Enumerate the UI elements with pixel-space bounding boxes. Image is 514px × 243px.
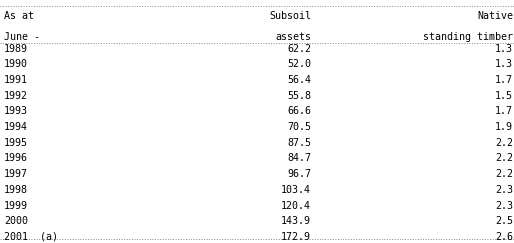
Text: 2.2: 2.2: [495, 169, 513, 179]
Text: 1.3: 1.3: [495, 59, 513, 69]
Text: 1991: 1991: [4, 75, 28, 85]
Text: 62.2: 62.2: [287, 43, 311, 54]
Text: 143.9: 143.9: [281, 216, 311, 226]
Text: 2.6: 2.6: [495, 232, 513, 242]
Text: 1997: 1997: [4, 169, 28, 179]
Text: 2.2: 2.2: [495, 154, 513, 164]
Text: 66.6: 66.6: [287, 106, 311, 116]
Text: 2.3: 2.3: [495, 185, 513, 195]
Text: 84.7: 84.7: [287, 154, 311, 164]
Text: 1994: 1994: [4, 122, 28, 132]
Text: 52.0: 52.0: [287, 59, 311, 69]
Text: 1989: 1989: [4, 43, 28, 54]
Text: 2000: 2000: [4, 216, 28, 226]
Text: 1.5: 1.5: [495, 91, 513, 101]
Text: 1993: 1993: [4, 106, 28, 116]
Text: 87.5: 87.5: [287, 138, 311, 148]
Text: standing timber: standing timber: [423, 32, 513, 42]
Text: 1999: 1999: [4, 200, 28, 210]
Text: 172.9: 172.9: [281, 232, 311, 242]
Text: 2001  (a): 2001 (a): [4, 232, 58, 242]
Text: 2.3: 2.3: [495, 200, 513, 210]
Text: 1.7: 1.7: [495, 75, 513, 85]
Text: assets: assets: [275, 32, 311, 42]
Text: June -: June -: [4, 32, 40, 42]
Text: Native: Native: [477, 11, 513, 21]
Text: 1996: 1996: [4, 154, 28, 164]
Text: Subsoil: Subsoil: [269, 11, 311, 21]
Text: 70.5: 70.5: [287, 122, 311, 132]
Text: 120.4: 120.4: [281, 200, 311, 210]
Text: 1990: 1990: [4, 59, 28, 69]
Text: 103.4: 103.4: [281, 185, 311, 195]
Text: 1998: 1998: [4, 185, 28, 195]
Text: 1995: 1995: [4, 138, 28, 148]
Text: As at: As at: [4, 11, 34, 21]
Text: 55.8: 55.8: [287, 91, 311, 101]
Text: 96.7: 96.7: [287, 169, 311, 179]
Text: 56.4: 56.4: [287, 75, 311, 85]
Text: 1.9: 1.9: [495, 122, 513, 132]
Text: 1.3: 1.3: [495, 43, 513, 54]
Text: 2.5: 2.5: [495, 216, 513, 226]
Text: 2.2: 2.2: [495, 138, 513, 148]
Text: 1.7: 1.7: [495, 106, 513, 116]
Text: 1992: 1992: [4, 91, 28, 101]
